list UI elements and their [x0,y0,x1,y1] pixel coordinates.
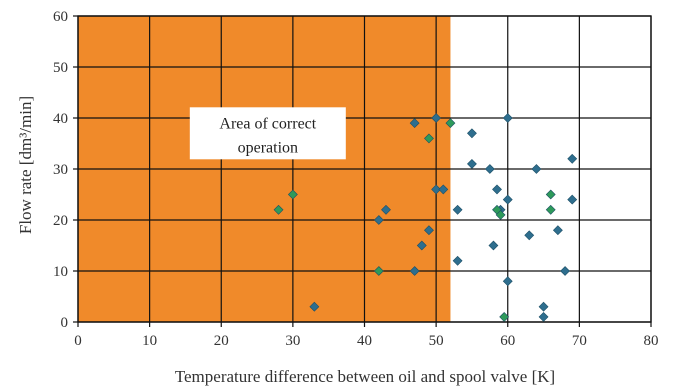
data-point [381,204,391,215]
data-point [552,225,563,236]
data-point [502,113,513,123]
data-point [567,194,578,205]
data-point [452,255,463,266]
y-tick-label: 60 [53,9,68,25]
x-axis-label: Temperature difference between oil and s… [175,367,555,386]
y-tick-label: 40 [53,111,68,127]
y-tick-label: 20 [53,213,68,229]
data-point [502,276,513,287]
data-point [538,301,549,312]
data-point [416,240,427,251]
data-point [445,118,456,129]
data-point [567,153,578,164]
data-point [560,266,570,276]
data-point [273,204,284,215]
data-point [484,164,495,174]
x-tick-label: 30 [285,333,300,349]
data-point [409,118,420,129]
x-tick-label: 70 [572,333,587,349]
y-tick-label: 50 [53,60,68,76]
data-point [495,209,506,220]
data-point [492,184,502,195]
data-point [424,133,434,144]
annotation-text: Area of correct [219,115,316,132]
data-point [502,194,513,205]
data-point [531,164,542,174]
x-tick-label: 0 [74,333,82,349]
x-tick-label: 60 [500,333,515,349]
x-tick-label: 50 [429,333,444,349]
data-point [524,230,535,241]
data-point [499,311,510,322]
x-tick-label: 10 [142,333,157,349]
data-point [373,266,384,276]
data-point [309,301,320,312]
data-point [452,204,463,215]
x-tick-label: 20 [214,333,229,349]
data-point [545,204,556,215]
data-point [545,189,556,200]
data-point [424,225,434,236]
data-point [438,184,449,195]
y-tick-label: 0 [61,315,69,331]
data-point [538,311,549,322]
data-point [467,158,477,169]
data-point [373,215,384,225]
data-point [409,266,420,276]
y-tick-label: 10 [53,264,68,280]
data-point [431,184,442,195]
x-tick-label: 80 [644,333,659,349]
annotation-box [189,107,346,160]
data-point [287,189,298,200]
y-axis-label: Flow rate [dm³/min] [16,96,35,234]
annotation-text: operation [238,139,298,156]
data-point [467,128,477,139]
x-tick-label: 40 [357,333,372,349]
y-tick-label: 30 [53,162,68,178]
data-point [488,240,499,251]
data-point [431,113,442,123]
